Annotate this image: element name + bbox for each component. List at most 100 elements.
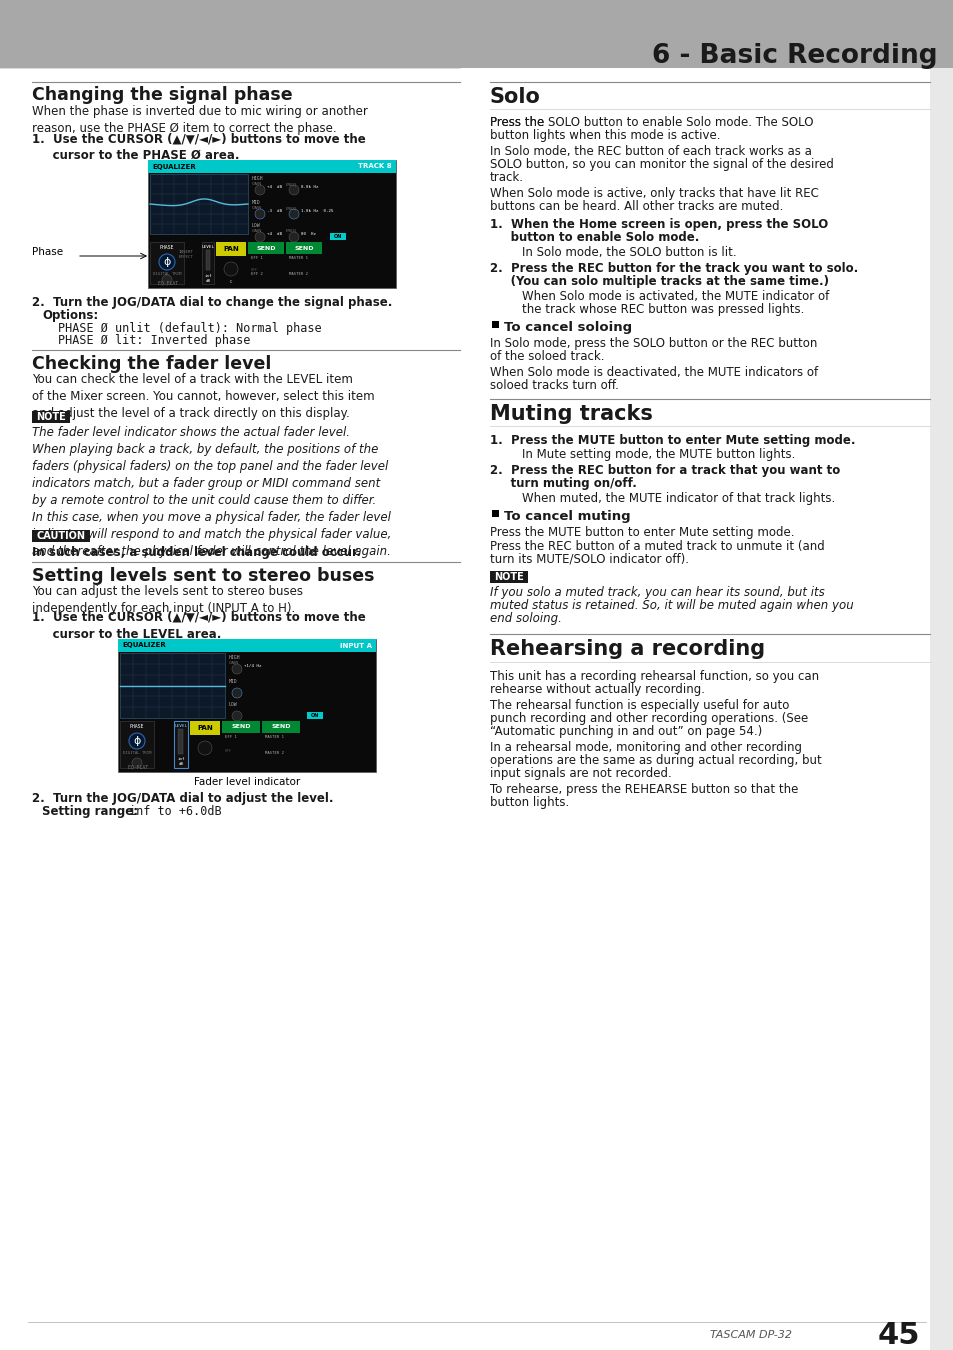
Bar <box>492 509 498 517</box>
Text: button lights when this mode is active.: button lights when this mode is active. <box>490 130 720 142</box>
Bar <box>490 571 527 583</box>
Text: MASTER 2: MASTER 2 <box>289 271 308 275</box>
Text: soloed tracks turn off.: soloed tracks turn off. <box>490 379 618 391</box>
Text: ϕ: ϕ <box>133 736 140 747</box>
Text: HIGH: HIGH <box>229 655 240 660</box>
Text: The rehearsal function is especially useful for auto: The rehearsal function is especially use… <box>490 699 788 711</box>
Text: TASCAM DP-32: TASCAM DP-32 <box>709 1330 791 1341</box>
Text: You can check the level of a track with the LEVEL item
of the Mixer screen. You : You can check the level of a track with … <box>32 373 375 420</box>
Text: PHASE: PHASE <box>160 244 174 250</box>
Text: 1.  Press the MUTE button to enter Mute setting mode.: 1. Press the MUTE button to enter Mute s… <box>490 433 855 447</box>
Text: FREQ: FREQ <box>286 230 296 234</box>
Text: FREQ: FREQ <box>286 207 296 211</box>
Text: When Solo mode is deactivated, the MUTE indicators of: When Solo mode is deactivated, the MUTE … <box>490 366 818 379</box>
Text: GAIN: GAIN <box>252 182 262 186</box>
Text: dB: dB <box>205 279 211 284</box>
Text: LOW: LOW <box>229 702 237 707</box>
Text: In Solo mode, press the SOLO button or the REC button: In Solo mode, press the SOLO button or t… <box>490 338 817 350</box>
Text: “Automatic punching in and out” on page 54.): “Automatic punching in and out” on page … <box>490 725 761 738</box>
Text: GAIN: GAIN <box>252 207 262 211</box>
Text: 1.  When the Home screen is open, press the SOLO: 1. When the Home screen is open, press t… <box>490 217 827 231</box>
Text: operations are the same as during actual recording, but: operations are the same as during actual… <box>490 755 821 767</box>
Text: MASTER 1: MASTER 1 <box>289 256 308 261</box>
Text: When Solo mode is active, only tracks that have lit REC: When Solo mode is active, only tracks th… <box>490 188 818 200</box>
Text: MID: MID <box>229 679 237 684</box>
Text: muted status is retained. So, it will be muted again when you: muted status is retained. So, it will be… <box>490 599 853 612</box>
Text: punch recording and other recording operations. (See: punch recording and other recording oper… <box>490 711 807 725</box>
Text: To cancel muting: To cancel muting <box>503 510 630 522</box>
Text: 1.0k Hz  0.25: 1.0k Hz 0.25 <box>301 209 334 213</box>
Bar <box>118 639 375 652</box>
Text: Press the REC button of a muted track to unmute it (and: Press the REC button of a muted track to… <box>490 540 824 553</box>
Text: SEND: SEND <box>294 246 314 251</box>
Text: In a rehearsal mode, monitoring and other recording: In a rehearsal mode, monitoring and othe… <box>490 741 801 755</box>
Text: OFF: OFF <box>225 749 232 753</box>
Text: In Solo mode, the REC button of each track works as a: In Solo mode, the REC button of each tra… <box>490 144 811 158</box>
Bar <box>929 68 953 1350</box>
Circle shape <box>129 733 145 749</box>
Text: EFF 2: EFF 2 <box>251 271 263 275</box>
Text: ON: ON <box>334 234 342 239</box>
Text: 2.  Turn the JOG/DATA dial to change the signal phase.: 2. Turn the JOG/DATA dial to change the … <box>32 296 392 309</box>
Text: NOTE: NOTE <box>36 412 66 423</box>
Text: PHASE Ø unlit (default): Normal phase: PHASE Ø unlit (default): Normal phase <box>58 323 321 335</box>
Text: LEVEL: LEVEL <box>201 244 214 248</box>
Text: 2.  Turn the JOG/DATA dial to adjust the level.: 2. Turn the JOG/DATA dial to adjust the … <box>32 792 334 805</box>
Bar <box>206 250 210 270</box>
Text: Changing the signal phase: Changing the signal phase <box>32 86 293 104</box>
Text: EQUALIZER: EQUALIZER <box>122 643 166 648</box>
Text: In Mute setting mode, the MUTE button lights.: In Mute setting mode, the MUTE button li… <box>521 448 795 460</box>
Text: 8.0k Hz: 8.0k Hz <box>301 185 318 189</box>
Text: Press the: Press the <box>490 116 547 130</box>
Text: Setting range:: Setting range: <box>42 805 142 818</box>
Text: -3  dB: -3 dB <box>267 209 282 213</box>
Text: EQUALIZER: EQUALIZER <box>152 163 195 170</box>
Bar <box>190 721 220 734</box>
Text: Press the SOLO button to enable Solo mode. The SOLO: Press the SOLO button to enable Solo mod… <box>490 116 813 130</box>
Text: Press the MUTE button to enter Mute setting mode.: Press the MUTE button to enter Mute sett… <box>490 526 794 539</box>
Text: When muted, the MUTE indicator of that track lights.: When muted, the MUTE indicator of that t… <box>521 491 835 505</box>
Text: TRACK 8: TRACK 8 <box>358 163 392 170</box>
Text: DIGITAL TRIM: DIGITAL TRIM <box>123 751 152 755</box>
Text: (You can solo multiple tracks at the same time.): (You can solo multiple tracks at the sam… <box>490 275 828 288</box>
Circle shape <box>198 741 212 755</box>
Text: GAIN: GAIN <box>229 662 239 666</box>
Text: turn muting on/off.: turn muting on/off. <box>490 477 637 490</box>
Text: 1.  Use the CURSOR (▲/▼/◄/►) buttons to move the
     cursor to the LEVEL area.: 1. Use the CURSOR (▲/▼/◄/►) buttons to m… <box>32 612 365 641</box>
Text: Setting levels sent to stereo buses: Setting levels sent to stereo buses <box>32 567 375 585</box>
Text: SEND: SEND <box>231 725 251 729</box>
Text: dB: dB <box>178 761 183 765</box>
Circle shape <box>254 232 265 242</box>
Circle shape <box>162 275 172 285</box>
Text: CAUTION: CAUTION <box>36 531 86 541</box>
Text: SEND: SEND <box>271 725 291 729</box>
Text: Phase: Phase <box>32 247 63 256</box>
Circle shape <box>159 254 174 270</box>
Text: PAN: PAN <box>197 725 213 730</box>
Text: +1/4 Hz: +1/4 Hz <box>244 664 261 668</box>
Text: NOTE: NOTE <box>494 572 523 582</box>
Text: Checking the fader level: Checking the fader level <box>32 355 271 373</box>
Text: PHASE: PHASE <box>130 724 144 729</box>
Text: MID: MID <box>252 200 260 205</box>
Text: 6 - Basic Recording: 6 - Basic Recording <box>652 43 937 69</box>
Text: buttons can be heard. All other tracks are muted.: buttons can be heard. All other tracks a… <box>490 200 782 213</box>
Text: EFF 1: EFF 1 <box>225 734 236 738</box>
Text: LEVEL: LEVEL <box>174 724 188 728</box>
Bar <box>330 234 346 240</box>
Text: C: C <box>230 279 232 284</box>
Text: LOW: LOW <box>252 223 260 228</box>
Text: button to enable Solo mode.: button to enable Solo mode. <box>490 231 699 244</box>
Text: PHASE Ø lit: Inverted phase: PHASE Ø lit: Inverted phase <box>58 333 250 347</box>
Text: Options:: Options: <box>42 309 98 323</box>
Text: track.: track. <box>490 171 523 184</box>
Bar <box>215 242 246 256</box>
Bar <box>0 0 953 68</box>
Text: Solo: Solo <box>490 86 540 107</box>
Bar <box>120 721 153 768</box>
Text: EQ FLAT: EQ FLAT <box>158 279 178 285</box>
Bar <box>118 639 375 772</box>
Text: rehearse without actually recording.: rehearse without actually recording. <box>490 683 704 697</box>
Text: EFF 1: EFF 1 <box>251 256 263 261</box>
Text: 2.  Press the REC button for a track that you want to: 2. Press the REC button for a track that… <box>490 464 840 477</box>
